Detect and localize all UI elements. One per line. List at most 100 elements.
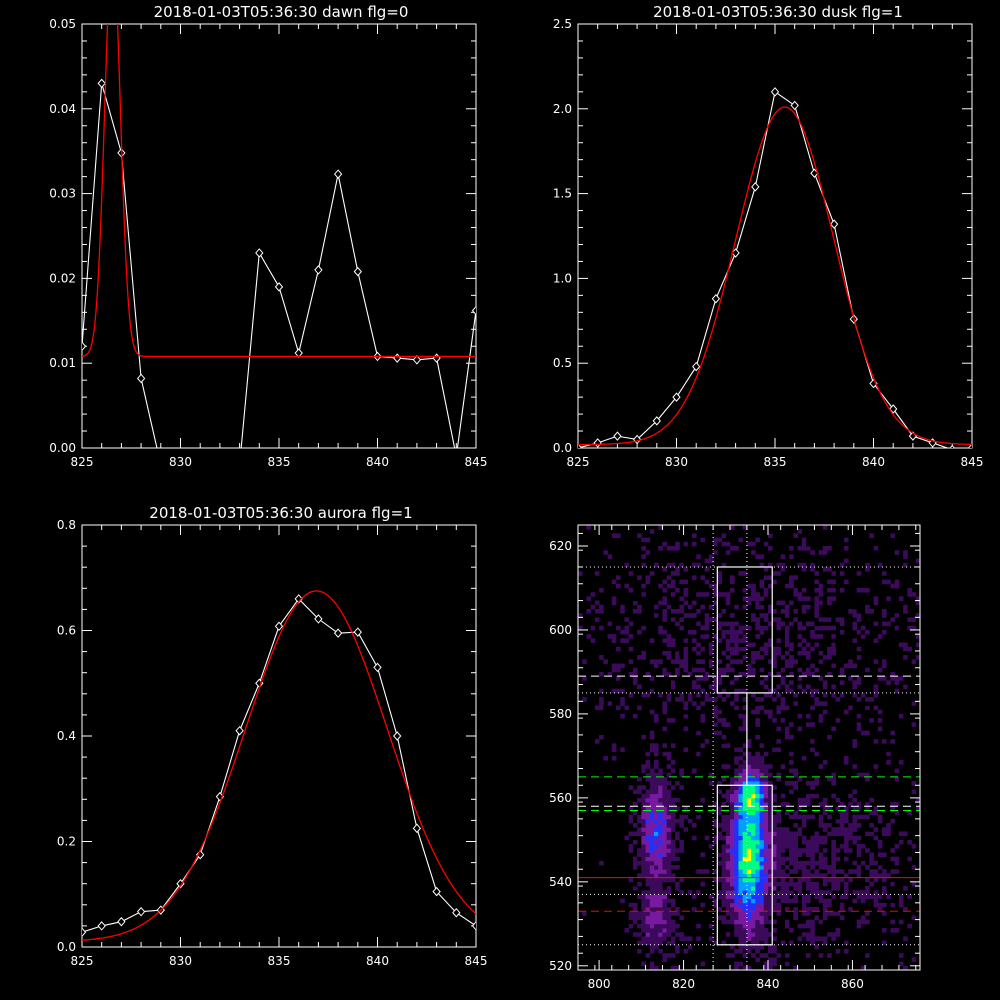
heatmap-cell xyxy=(662,542,667,547)
heatmap-cell xyxy=(776,831,781,836)
heatmap-cell xyxy=(730,857,735,862)
heatmap-cell xyxy=(785,638,790,643)
heatmap-cell xyxy=(878,718,883,723)
heatmap-cell xyxy=(798,903,803,908)
heatmap-cell xyxy=(747,777,752,782)
heatmap-cell xyxy=(591,852,596,857)
heatmap-cell xyxy=(650,819,655,824)
heatmap-cell xyxy=(798,861,803,866)
heatmap-cell xyxy=(717,810,722,815)
heatmap-cell xyxy=(675,542,680,547)
heatmap-cell xyxy=(612,664,617,669)
heatmap-cell xyxy=(810,785,815,790)
heatmap-cell xyxy=(810,928,815,933)
heatmap-cell xyxy=(751,945,756,950)
heatmap-cell xyxy=(667,643,672,648)
heatmap-cell xyxy=(852,680,857,685)
heatmap-cell xyxy=(755,945,760,950)
dusk-y-tick-label: 2.0 xyxy=(553,102,572,116)
heatmap-cell xyxy=(705,676,710,681)
heatmap-cell xyxy=(700,538,705,543)
heatmap-cell xyxy=(798,827,803,832)
heatmap-cell xyxy=(662,903,667,908)
heatmap-cell xyxy=(789,643,794,648)
heatmap-cell xyxy=(654,840,659,845)
heatmap-cell xyxy=(646,894,651,899)
heatmap-cell xyxy=(654,794,659,799)
heatmap-cell xyxy=(612,580,617,585)
dawn-x-tick-label: 830 xyxy=(169,455,192,469)
heatmap-cell xyxy=(692,638,697,643)
heatmap-cell xyxy=(776,840,781,845)
heatmap-cell xyxy=(776,727,781,732)
heatmap-cell xyxy=(650,823,655,828)
heatmap-cell xyxy=(844,886,849,891)
heatmap-cell xyxy=(798,655,803,660)
heatmap-cell xyxy=(734,903,739,908)
heatmap-cell xyxy=(624,815,629,820)
heatmap-cell xyxy=(646,928,651,933)
heatmap-cell xyxy=(650,680,655,685)
heatmap-cell xyxy=(641,546,646,551)
heatmap-cell xyxy=(865,697,870,702)
heatmap-cell xyxy=(907,810,912,815)
heatmap-cell xyxy=(789,781,794,786)
heatmap-cell xyxy=(641,840,646,845)
heatmap-cell xyxy=(700,798,705,803)
heatmap-cell xyxy=(633,903,638,908)
heatmap-cell xyxy=(679,823,684,828)
heatmap-cell xyxy=(705,655,710,660)
heatmap-cell xyxy=(709,554,714,559)
heatmap-cell xyxy=(836,949,841,954)
heatmap-cell xyxy=(646,840,651,845)
heatmap-cell xyxy=(743,844,748,849)
heatmap-cell xyxy=(751,777,756,782)
heatmap-cell xyxy=(764,844,769,849)
heatmap-cell xyxy=(603,659,608,664)
heatmap-cell xyxy=(899,903,904,908)
heatmap-cell xyxy=(836,848,841,853)
heatmap-cell xyxy=(772,928,777,933)
heatmap-cell xyxy=(760,697,765,702)
heatmap-cell xyxy=(734,643,739,648)
heatmap-cell xyxy=(844,848,849,853)
heatmap-cell xyxy=(734,651,739,656)
heatmap-cell xyxy=(831,693,836,698)
heatmap-cell xyxy=(717,676,722,681)
heatmap-cell xyxy=(658,823,663,828)
heatmap-cell xyxy=(802,848,807,853)
heatmap-cell xyxy=(654,752,659,757)
heatmap-cell xyxy=(722,840,727,845)
heatmap-cell xyxy=(899,676,904,681)
heatmap-cell xyxy=(793,865,798,870)
heatmap-cell xyxy=(684,760,689,765)
heatmap-cell xyxy=(772,962,777,967)
heatmap-cell xyxy=(823,915,828,920)
heatmap-cell xyxy=(654,815,659,820)
heatmap-cell xyxy=(730,915,735,920)
heatmap-cell xyxy=(772,827,777,832)
heatmap-cell xyxy=(599,609,604,614)
heatmap-cell xyxy=(772,869,777,874)
heatmap-cell xyxy=(848,823,853,828)
heatmap-cell xyxy=(882,609,887,614)
heatmap-cell xyxy=(717,710,722,715)
heatmap-cell xyxy=(814,668,819,673)
heatmap-cell xyxy=(717,848,722,853)
heatmap-cell xyxy=(667,697,672,702)
heatmap-cell xyxy=(662,861,667,866)
heatmap-cell xyxy=(747,752,752,757)
dawn-x-tick-label: 845 xyxy=(465,455,488,469)
heatmap-cell xyxy=(658,840,663,845)
heatmap-cell xyxy=(591,626,596,631)
heatmap-cell xyxy=(747,844,752,849)
heatmap-cell xyxy=(874,659,879,664)
heatmap-cell xyxy=(658,886,663,891)
heatmap-cell xyxy=(608,554,613,559)
heatmap-cell xyxy=(624,626,629,631)
heatmap-cell xyxy=(890,739,895,744)
heatmap-cell xyxy=(764,768,769,773)
heatmap-cell xyxy=(844,836,849,841)
heatmap-cell xyxy=(616,706,621,711)
heatmap-cell xyxy=(869,831,874,836)
